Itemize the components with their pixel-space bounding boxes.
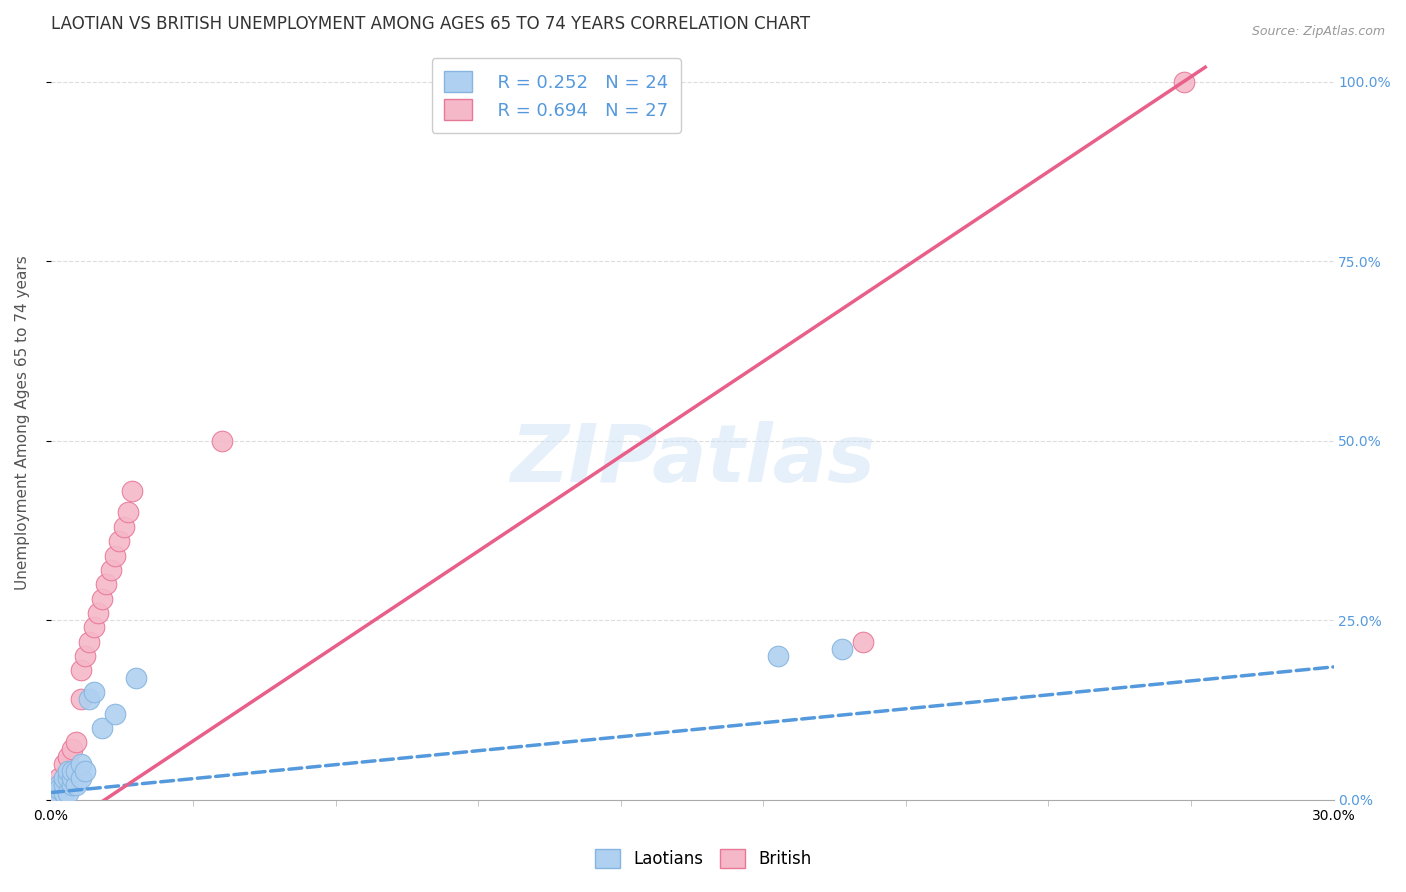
Point bbox=[60, 764, 83, 778]
Point bbox=[48, 778, 70, 792]
Point bbox=[831, 642, 853, 657]
Point bbox=[79, 634, 101, 648]
Point bbox=[104, 549, 127, 563]
Point bbox=[852, 634, 875, 648]
Legend:   R = 0.252   N = 24,   R = 0.694   N = 27: R = 0.252 N = 24, R = 0.694 N = 27 bbox=[432, 59, 681, 133]
Point bbox=[211, 434, 233, 448]
Point bbox=[52, 778, 75, 792]
Point bbox=[69, 756, 91, 771]
Point bbox=[91, 721, 114, 735]
Point bbox=[1173, 74, 1195, 88]
Point bbox=[69, 692, 91, 706]
Point bbox=[48, 782, 70, 797]
Point bbox=[87, 606, 110, 620]
Point bbox=[125, 671, 148, 685]
Point bbox=[65, 778, 87, 792]
Point bbox=[65, 735, 87, 749]
Point bbox=[104, 706, 127, 721]
Point bbox=[52, 756, 75, 771]
Text: ZIPatlas: ZIPatlas bbox=[509, 421, 875, 500]
Point bbox=[73, 649, 96, 664]
Point bbox=[108, 534, 131, 549]
Point bbox=[73, 764, 96, 778]
Point bbox=[52, 778, 75, 792]
Point bbox=[56, 749, 79, 764]
Point bbox=[79, 692, 101, 706]
Point bbox=[96, 577, 118, 591]
Text: Source: ZipAtlas.com: Source: ZipAtlas.com bbox=[1251, 25, 1385, 38]
Point bbox=[60, 771, 83, 785]
Legend: Laotians, British: Laotians, British bbox=[588, 842, 818, 875]
Y-axis label: Unemployment Among Ages 65 to 74 years: Unemployment Among Ages 65 to 74 years bbox=[15, 255, 30, 591]
Text: LAOTIAN VS BRITISH UNEMPLOYMENT AMONG AGES 65 TO 74 YEARS CORRELATION CHART: LAOTIAN VS BRITISH UNEMPLOYMENT AMONG AG… bbox=[51, 15, 810, 33]
Point bbox=[44, 786, 66, 800]
Point bbox=[60, 778, 83, 792]
Point bbox=[56, 764, 79, 778]
Point bbox=[83, 620, 105, 634]
Point bbox=[766, 649, 789, 664]
Point bbox=[44, 786, 66, 800]
Point bbox=[65, 764, 87, 778]
Point bbox=[48, 778, 70, 792]
Point bbox=[56, 771, 79, 785]
Point bbox=[52, 771, 75, 785]
Point bbox=[56, 786, 79, 800]
Point bbox=[112, 520, 135, 534]
Point bbox=[117, 506, 139, 520]
Point bbox=[100, 563, 122, 577]
Point bbox=[48, 771, 70, 785]
Point bbox=[60, 742, 83, 756]
Point bbox=[91, 591, 114, 606]
Point bbox=[52, 786, 75, 800]
Point bbox=[121, 483, 143, 498]
Point bbox=[56, 771, 79, 785]
Point bbox=[69, 664, 91, 678]
Point bbox=[83, 685, 105, 699]
Point bbox=[69, 771, 91, 785]
Point bbox=[60, 764, 83, 778]
